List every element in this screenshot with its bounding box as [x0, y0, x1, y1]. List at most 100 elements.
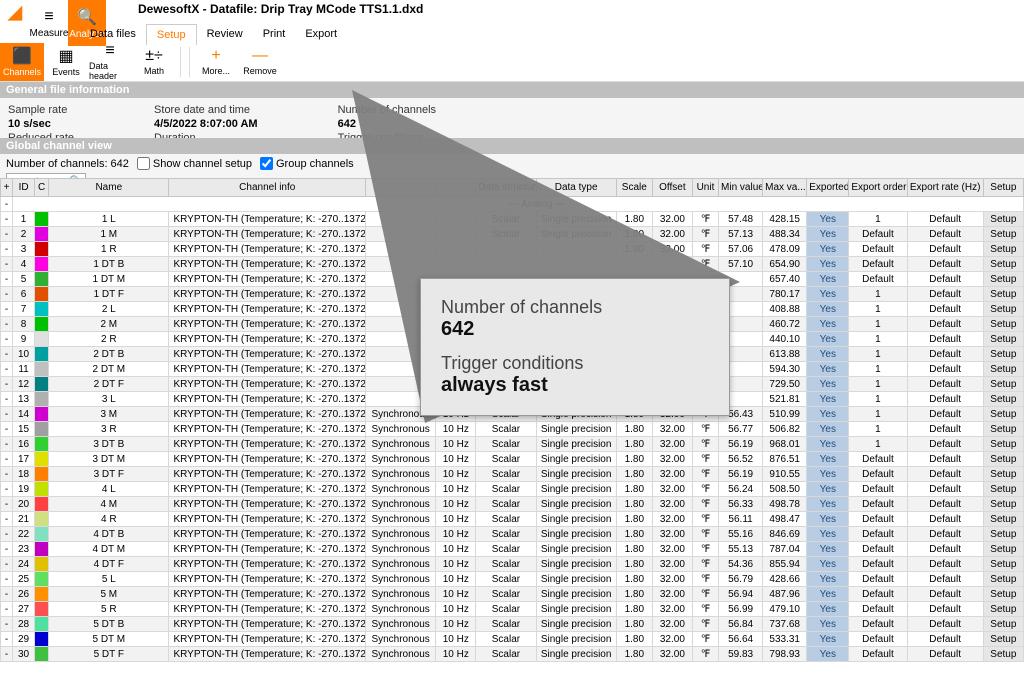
cell-exp[interactable]: Yes: [807, 422, 849, 437]
cell-exp[interactable]: Yes: [807, 257, 849, 272]
col-ord[interactable]: Export order: [849, 179, 907, 197]
color-swatch[interactable]: [35, 557, 48, 571]
measure-button[interactable]: ≡ Measure: [30, 0, 68, 46]
cell-plus[interactable]: -: [1, 332, 13, 347]
color-swatch[interactable]: [35, 407, 48, 421]
channel-grid-wrap[interactable]: +IDCNameChannel infoData structureData t…: [0, 178, 1024, 689]
cell-exp[interactable]: Yes: [807, 362, 849, 377]
cell-plus[interactable]: -: [1, 452, 13, 467]
cell-exp[interactable]: Yes: [807, 497, 849, 512]
table-row[interactable]: -41 DT BKRYPTON-TH (Temperature; K: -270…: [1, 257, 1024, 272]
table-row[interactable]: -244 DT FKRYPTON-TH (Temperature; K: -27…: [1, 557, 1024, 572]
cell-setup[interactable]: Setup: [983, 482, 1023, 497]
color-swatch[interactable]: [35, 362, 48, 376]
color-swatch[interactable]: [35, 347, 48, 361]
cell-setup[interactable]: Setup: [983, 647, 1023, 662]
col-dt[interactable]: Data type: [536, 179, 616, 197]
table-row[interactable]: -163 DT BKRYPTON-TH (Temperature; K: -27…: [1, 437, 1024, 452]
cell-exp[interactable]: Yes: [807, 587, 849, 602]
cell-plus[interactable]: -: [1, 632, 13, 647]
cell-setup[interactable]: Setup: [983, 392, 1023, 407]
cell-exp[interactable]: Yes: [807, 527, 849, 542]
col-setup[interactable]: Setup: [983, 179, 1023, 197]
col-c[interactable]: C: [35, 179, 49, 197]
col-unit[interactable]: Unit: [692, 179, 718, 197]
cell-plus[interactable]: -: [1, 407, 13, 422]
cell-setup[interactable]: Setup: [983, 347, 1023, 362]
cell-exp[interactable]: Yes: [807, 212, 849, 227]
cell-plus[interactable]: -: [1, 347, 13, 362]
table-row[interactable]: -204 MKRYPTON-TH (Temperature; K: -270..…: [1, 497, 1024, 512]
cell-plus[interactable]: -: [1, 227, 13, 242]
cell-setup[interactable]: Setup: [983, 242, 1023, 257]
color-swatch[interactable]: [35, 467, 48, 481]
color-swatch[interactable]: [35, 377, 48, 391]
tool-remove[interactable]: —Remove: [238, 43, 282, 81]
cell-exp[interactable]: Yes: [807, 227, 849, 242]
cell-plus[interactable]: -: [1, 212, 13, 227]
table-row[interactable]: -285 DT BKRYPTON-TH (Temperature; K: -27…: [1, 617, 1024, 632]
cell-plus[interactable]: -: [1, 497, 13, 512]
tool-more-[interactable]: +More...: [194, 43, 238, 81]
table-row[interactable]: -265 MKRYPTON-TH (Temperature; K: -270..…: [1, 587, 1024, 602]
cell-plus[interactable]: -: [1, 647, 13, 662]
table-row[interactable]: -11 LKRYPTON-TH (Temperature; K: -270..1…: [1, 212, 1024, 227]
cell-exp[interactable]: Yes: [807, 572, 849, 587]
col-erate[interactable]: Export rate (Hz): [907, 179, 983, 197]
collapse-icon[interactable]: -: [1, 197, 13, 212]
cell-plus[interactable]: -: [1, 542, 13, 557]
col-sync[interactable]: [366, 179, 436, 197]
table-row[interactable]: -224 DT BKRYPTON-TH (Temperature; K: -27…: [1, 527, 1024, 542]
cell-plus[interactable]: -: [1, 527, 13, 542]
cell-exp[interactable]: Yes: [807, 242, 849, 257]
cell-plus[interactable]: -: [1, 257, 13, 272]
color-swatch[interactable]: [35, 542, 48, 556]
color-swatch[interactable]: [35, 497, 48, 511]
col-offset[interactable]: Offset: [652, 179, 692, 197]
group-channels-checkbox[interactable]: Group channels: [260, 157, 354, 170]
cell-setup[interactable]: Setup: [983, 227, 1023, 242]
cell-exp[interactable]: Yes: [807, 542, 849, 557]
cell-exp[interactable]: Yes: [807, 272, 849, 287]
color-swatch[interactable]: [35, 452, 48, 466]
cell-plus[interactable]: -: [1, 602, 13, 617]
cell-exp[interactable]: Yes: [807, 482, 849, 497]
cell-plus[interactable]: -: [1, 377, 13, 392]
color-swatch[interactable]: [35, 257, 48, 271]
cell-exp[interactable]: Yes: [807, 632, 849, 647]
cell-setup[interactable]: Setup: [983, 497, 1023, 512]
table-row[interactable]: -295 DT MKRYPTON-TH (Temperature; K: -27…: [1, 632, 1024, 647]
color-swatch[interactable]: [35, 482, 48, 496]
cell-plus[interactable]: -: [1, 437, 13, 452]
cell-plus[interactable]: -: [1, 362, 13, 377]
col-min[interactable]: Min value: [719, 179, 763, 197]
cell-plus[interactable]: -: [1, 482, 13, 497]
col-scale[interactable]: Scale: [616, 179, 652, 197]
col-plus[interactable]: +: [1, 179, 13, 197]
color-swatch[interactable]: [35, 227, 48, 241]
cell-exp[interactable]: Yes: [807, 617, 849, 632]
table-row[interactable]: -305 DT FKRYPTON-TH (Temperature; K: -27…: [1, 647, 1024, 662]
col-ds[interactable]: Data structure: [476, 179, 536, 197]
color-swatch[interactable]: [35, 302, 48, 316]
cell-setup[interactable]: Setup: [983, 362, 1023, 377]
cell-plus[interactable]: -: [1, 317, 13, 332]
cell-setup[interactable]: Setup: [983, 602, 1023, 617]
cell-plus[interactable]: -: [1, 302, 13, 317]
cell-setup[interactable]: Setup: [983, 332, 1023, 347]
cell-setup[interactable]: Setup: [983, 512, 1023, 527]
cell-exp[interactable]: Yes: [807, 602, 849, 617]
color-swatch[interactable]: [35, 332, 48, 346]
show-channel-setup-input[interactable]: [137, 157, 150, 170]
color-swatch[interactable]: [35, 602, 48, 616]
cell-plus[interactable]: -: [1, 422, 13, 437]
cell-plus[interactable]: -: [1, 587, 13, 602]
table-row[interactable]: -183 DT FKRYPTON-TH (Temperature; K: -27…: [1, 467, 1024, 482]
cell-setup[interactable]: Setup: [983, 572, 1023, 587]
cell-plus[interactable]: -: [1, 272, 13, 287]
col-max[interactable]: Max va...: [763, 179, 807, 197]
color-swatch[interactable]: [35, 422, 48, 436]
cell-exp[interactable]: Yes: [807, 407, 849, 422]
cell-exp[interactable]: Yes: [807, 347, 849, 362]
color-swatch[interactable]: [35, 527, 48, 541]
